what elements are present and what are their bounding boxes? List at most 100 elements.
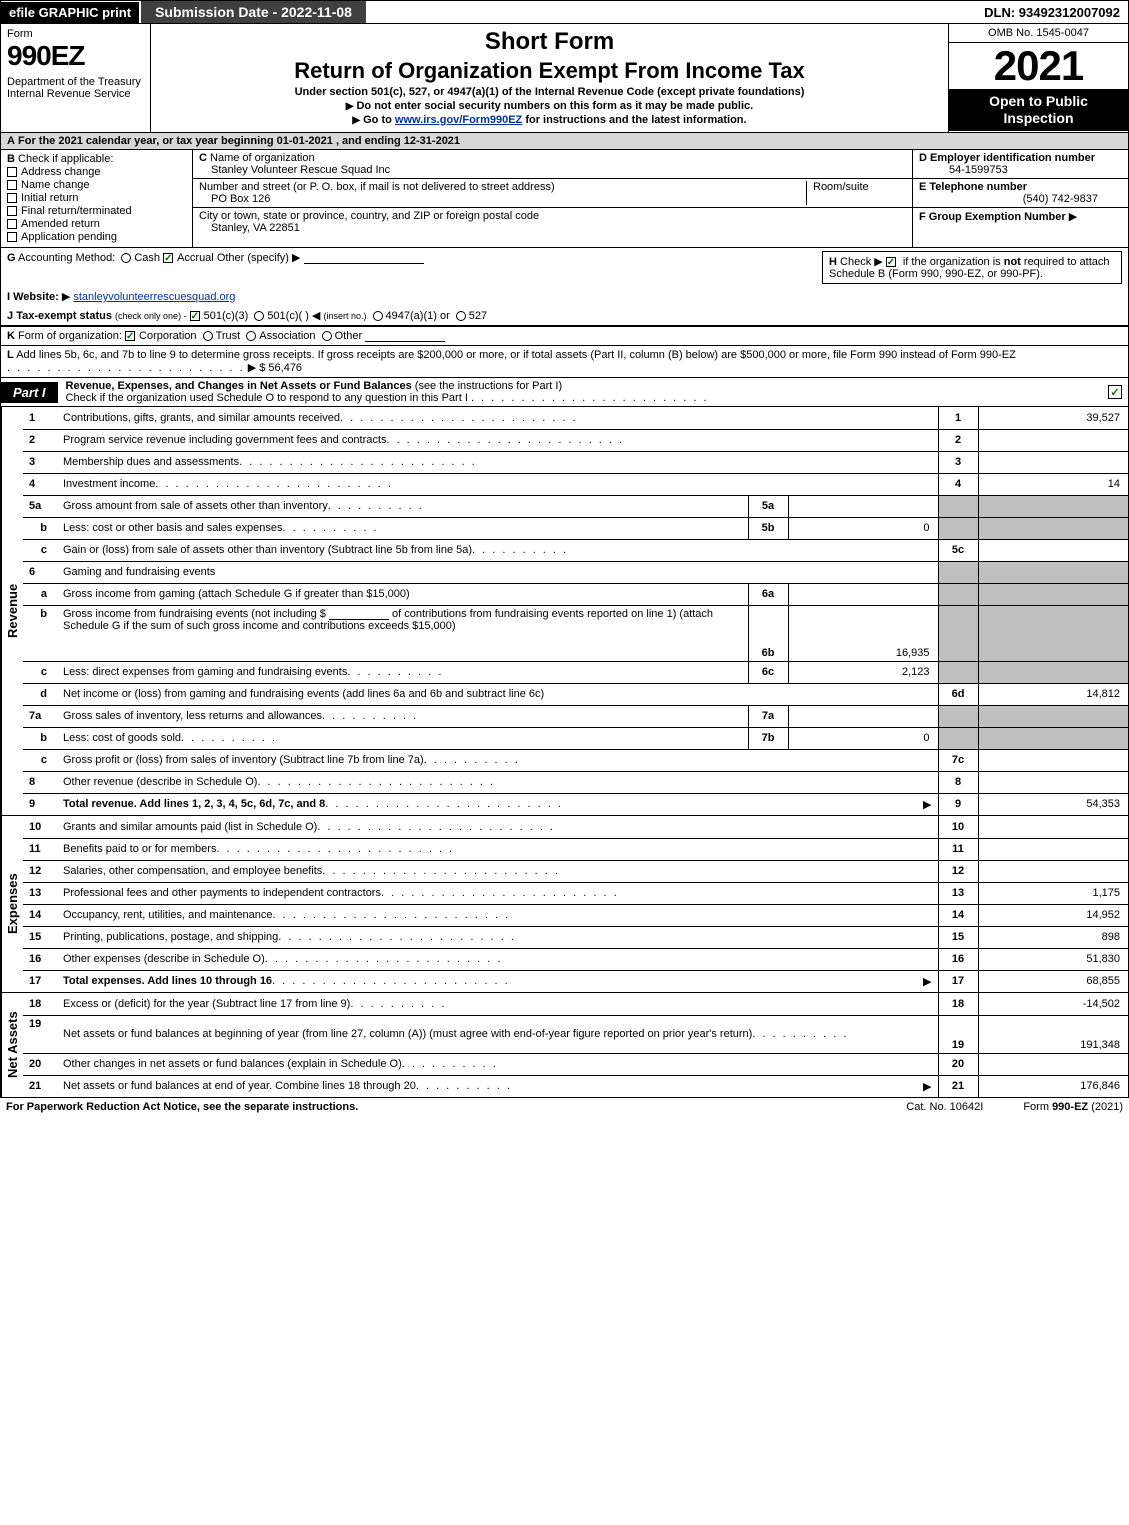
website-link[interactable]: stanleyvolunteerrescuesquad.org <box>73 291 235 303</box>
arrow-icon: ▶ <box>920 975 932 988</box>
street-cell: Number and street (or P. O. box, if mail… <box>193 179 912 208</box>
efile-print-button[interactable]: efile GRAPHIC print <box>1 2 139 23</box>
part1-header: Part I Revenue, Expenses, and Changes in… <box>0 377 1129 407</box>
mid-value: 2,123 <box>788 661 938 683</box>
line-desc: Other revenue (describe in Schedule O) <box>63 776 257 788</box>
line-ref: 9 <box>938 793 978 815</box>
line-amount <box>978 539 1128 561</box>
shade-cell <box>978 661 1128 683</box>
table-row: 13 Professional fees and other payments … <box>23 882 1128 904</box>
line-amount <box>978 816 1128 838</box>
mid-value <box>788 583 938 605</box>
line-desc: Total revenue. Add lines 1, 2, 3, 4, 5c,… <box>63 798 325 811</box>
chk-label: Initial return <box>21 192 78 204</box>
line-num: b <box>23 517 57 539</box>
dots-icon <box>752 1028 931 1040</box>
chk-schedule-b[interactable] <box>886 257 896 267</box>
revenue-label: Revenue <box>1 407 23 815</box>
dots-icon <box>257 776 931 788</box>
mid-label: 6a <box>748 583 788 605</box>
dots-icon <box>7 362 245 374</box>
other-input[interactable] <box>304 252 424 264</box>
line-num: 6 <box>23 561 57 583</box>
dots-icon <box>317 821 931 833</box>
org-name: Stanley Volunteer Rescue Squad Inc <box>199 164 390 176</box>
row-h-box: H Check ▶ if the organization is not req… <box>822 251 1122 284</box>
radio-assoc[interactable] <box>246 331 256 341</box>
chk-501c3[interactable] <box>190 311 200 321</box>
line-desc: Gross sales of inventory, less returns a… <box>63 710 322 722</box>
table-row: 8 Other revenue (describe in Schedule O)… <box>23 771 1128 793</box>
k-assoc: Association <box>259 330 315 342</box>
city-label: City or town, state or province, country… <box>199 210 539 222</box>
table-row: 12 Salaries, other compensation, and emp… <box>23 860 1128 882</box>
netassets-label: Net Assets <box>1 993 23 1097</box>
line-num: 18 <box>23 993 57 1015</box>
line-amount: 1,175 <box>978 882 1128 904</box>
expenses-table: 10 Grants and similar amounts paid (list… <box>23 816 1128 992</box>
line-desc: Gross income from gaming (attach Schedul… <box>63 588 410 600</box>
line-desc: Net assets or fund balances at end of ye… <box>63 1080 416 1093</box>
netassets-table: 18 Excess or (deficit) for the year (Sub… <box>23 993 1128 1097</box>
line-ref: 7c <box>938 749 978 771</box>
chk-accrual[interactable] <box>163 253 173 263</box>
table-row: 4 Investment income 4 14 <box>23 473 1128 495</box>
radio-4947[interactable] <box>373 311 383 321</box>
h-text1: Check ▶ <box>840 256 883 268</box>
dots-icon <box>381 887 932 899</box>
line-amount: 39,527 <box>978 407 1128 429</box>
line-num: 5a <box>23 495 57 517</box>
checkbox-icon <box>7 219 17 229</box>
part1-tab: Part I <box>1 382 58 403</box>
dots-icon <box>402 1058 932 1070</box>
table-row: 3 Membership dues and assessments 3 <box>23 451 1128 473</box>
line-desc: Salaries, other compensation, and employ… <box>63 865 322 877</box>
line-amount: 191,348 <box>978 1015 1128 1053</box>
part1-schedule-o-check[interactable] <box>1108 385 1122 399</box>
radio-501c[interactable] <box>254 311 264 321</box>
line-desc: Professional fees and other payments to … <box>63 887 381 899</box>
chk-address-change[interactable]: Address change <box>7 166 186 178</box>
line-a-lead: A <box>7 135 15 147</box>
line-desc: Other expenses (describe in Schedule O) <box>63 953 265 965</box>
line-num: d <box>23 683 57 705</box>
chk-final-return[interactable]: Final return/terminated <box>7 205 186 217</box>
line-desc: Investment income <box>63 478 155 490</box>
mid-label: 5b <box>748 517 788 539</box>
chk-corporation[interactable] <box>125 331 135 341</box>
j-o1: 501(c)(3) <box>204 310 249 322</box>
revenue-table: 1 Contributions, gifts, grants, and simi… <box>23 407 1128 815</box>
row-j: J Tax-exempt status (check only one) - 5… <box>0 306 1129 326</box>
table-row: a Gross income from gaming (attach Sched… <box>23 583 1128 605</box>
chk-name-change[interactable]: Name change <box>7 179 186 191</box>
radio-cash[interactable] <box>121 253 131 263</box>
line-num: 19 <box>23 1015 57 1053</box>
table-row: 2 Program service revenue including gove… <box>23 429 1128 451</box>
shade-cell <box>938 661 978 683</box>
row-g-h: G Accounting Method: Cash Accrual Other … <box>0 248 1129 287</box>
line-a: A For the 2021 calendar year, or tax yea… <box>0 133 1129 150</box>
dots-icon <box>424 754 932 766</box>
b-lead: B <box>7 153 15 165</box>
line-num: c <box>23 539 57 561</box>
radio-other[interactable] <box>322 331 332 341</box>
line-desc: Contributions, gifts, grants, and simila… <box>63 412 340 424</box>
line-amount <box>978 838 1128 860</box>
chk-initial-return[interactable]: Initial return <box>7 192 186 204</box>
chk-application-pending[interactable]: Application pending <box>7 231 186 243</box>
line-ref: 5c <box>938 539 978 561</box>
header-right: OMB No. 1545-0047 2021 Open to Public In… <box>948 24 1128 132</box>
other-org-input[interactable] <box>365 330 445 342</box>
line-amount <box>978 451 1128 473</box>
mid-label: 6b <box>748 605 788 661</box>
l-amount: $ 56,476 <box>259 362 302 374</box>
dots-icon <box>322 865 931 877</box>
shade-cell <box>938 495 978 517</box>
radio-527[interactable] <box>456 311 466 321</box>
irs-link[interactable]: www.irs.gov/Form990EZ <box>395 114 522 126</box>
dots-icon <box>325 798 920 811</box>
contrib-input[interactable] <box>329 608 389 620</box>
chk-amended-return[interactable]: Amended return <box>7 218 186 230</box>
radio-trust[interactable] <box>203 331 213 341</box>
name-label: Name of organization <box>210 152 315 164</box>
